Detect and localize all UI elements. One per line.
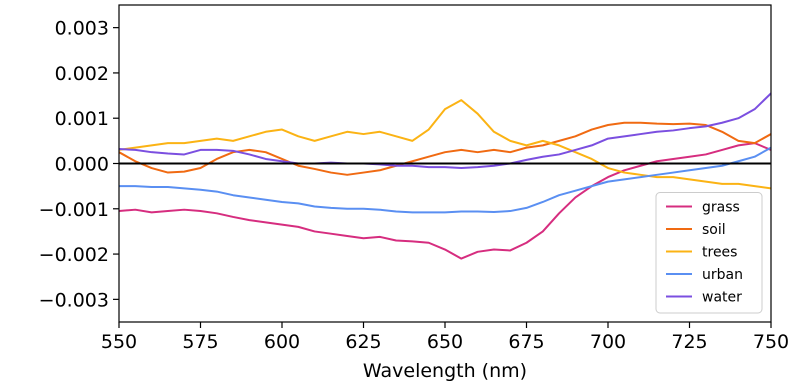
legend-box	[655, 192, 763, 314]
legend-label-trees: trees	[702, 245, 737, 261]
y-tick-label: 0.001	[55, 108, 109, 130]
y-tick-label: 0.003	[55, 18, 109, 40]
series-line-trees	[119, 99, 771, 190]
legend: grass soil trees urban water	[655, 192, 763, 314]
series-line-urban	[119, 146, 771, 214]
axes-layer: 550 575 600 625 650 675 700 725 750 0.003 0.002 0.0…	[39, 4, 789, 353]
y-tick-label: 0.000	[55, 154, 109, 176]
x-tick-label: 575	[182, 331, 218, 353]
x-tick-label: 650	[427, 331, 463, 353]
x-tick-label: 625	[345, 331, 381, 353]
legend-label-grass: grass	[702, 200, 740, 216]
x-axis-label: Wavelength (nm)	[363, 360, 527, 382]
y-tick-label: 0.002	[55, 63, 109, 85]
series-line-water	[119, 92, 771, 170]
series-line-soil	[119, 121, 771, 176]
x-tick-label: 700	[590, 331, 626, 353]
y-tick-label: −0.003	[39, 289, 109, 311]
y-tick-label: −0.002	[39, 244, 109, 266]
x-tick-label: 725	[671, 331, 707, 353]
series-line-grass	[119, 142, 771, 260]
x-tick-label: 675	[508, 331, 544, 353]
y-tick-label: −0.001	[39, 199, 109, 221]
x-tick-label: 550	[101, 331, 137, 353]
x-tick-label: 750	[753, 331, 789, 353]
x-tick-label: 600	[264, 331, 300, 353]
legend-label-water: water	[702, 290, 742, 306]
legend-label-urban: urban	[702, 267, 743, 283]
series-layer	[119, 92, 771, 260]
legend-label-soil: soil	[702, 222, 726, 238]
